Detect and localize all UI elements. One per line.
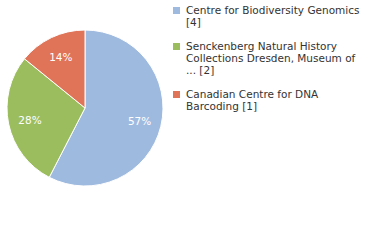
legend: Centre for Biodiversity Genomics [4] Senc… [172, 4, 372, 124]
data-label: 57% [128, 115, 151, 127]
legend-swatch [172, 42, 181, 51]
legend-entry: Centre for Biodiversity Genomics [4] [172, 4, 366, 28]
legend-entry: Senckenberg Natural History Collections … [172, 40, 366, 76]
data-labels: 57% 28% 14% [18, 51, 151, 127]
legend-text: Centre for Biodiversity Genomics [4] [186, 4, 359, 28]
slices [7, 30, 163, 186]
chart-root: 57% 28% 14% Centre for Biodiversity Genomi… [0, 0, 380, 240]
pie-slice [24, 30, 85, 108]
legend-text: Senckenberg Natural History Collections … [186, 40, 355, 76]
legend-swatch [172, 6, 181, 15]
legend-text: Canadian Centre for DNA Barcoding [1] [186, 88, 318, 112]
legend-entry: Canadian Centre for DNA Barcoding [1] [172, 88, 366, 112]
legend-swatch [172, 90, 181, 99]
data-label: 28% [18, 114, 41, 126]
data-label: 14% [49, 51, 72, 63]
pie-svg: 57% 28% 14% [0, 0, 380, 240]
